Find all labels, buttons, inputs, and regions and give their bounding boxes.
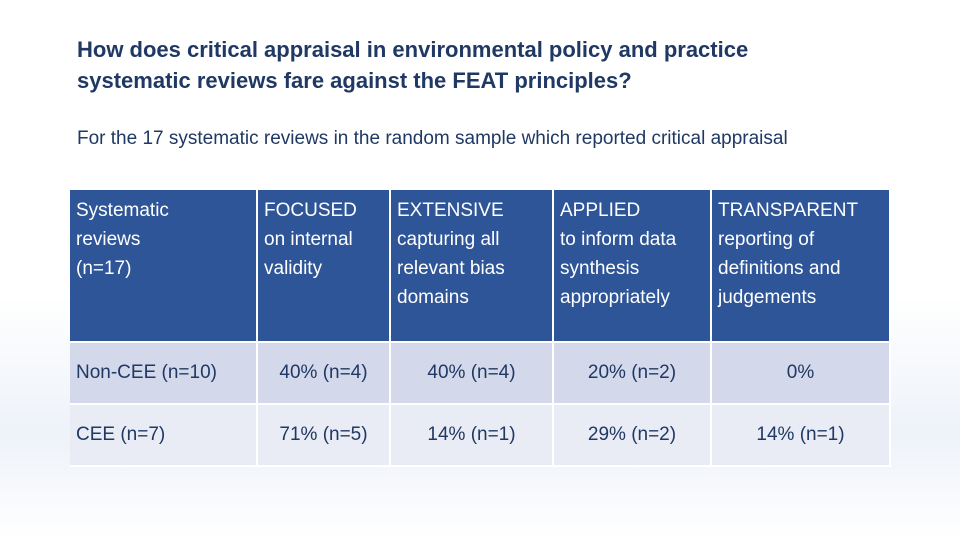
row-label-non-cee: Non-CEE (n=10)	[70, 342, 258, 405]
cell-applied: 29% (n=2)	[553, 404, 712, 467]
table-row: CEE (n=7) 71% (n=5) 14% (n=1) 29% (n=2) …	[70, 404, 891, 467]
cell-extensive: 14% (n=1)	[390, 404, 554, 467]
cell-focused: 40% (n=4)	[257, 342, 391, 405]
row-label-cee: CEE (n=7)	[70, 404, 258, 467]
header-line: TRANSPARENT	[718, 200, 859, 221]
cell-focused: 71% (n=5)	[257, 404, 391, 467]
slide-subtitle: For the 17 systematic reviews in the ran…	[77, 128, 788, 149]
header-line: appropriately	[560, 287, 670, 308]
header-systematic-reviews: Systematic reviews (n=17)	[70, 190, 258, 343]
header-line: (n=17)	[76, 258, 132, 279]
header-line: validity	[264, 258, 323, 279]
cell-transparent: 0%	[711, 342, 891, 405]
cell-transparent: 14% (n=1)	[711, 404, 891, 467]
header-line: to inform data	[560, 229, 677, 250]
header-transparent: TRANSPARENT reporting of definitions and…	[711, 190, 891, 343]
feat-results-table: Systematic reviews (n=17) FOCUSED on int…	[70, 190, 891, 467]
header-applied: APPLIED to inform data synthesis appropr…	[553, 190, 712, 343]
title-line-2: systematic reviews fare against the FEAT…	[77, 68, 632, 93]
header-extensive: EXTENSIVE capturing all relevant bias do…	[390, 190, 554, 343]
header-line: EXTENSIVE	[397, 200, 504, 221]
table-header-row: Systematic reviews (n=17) FOCUSED on int…	[70, 190, 891, 343]
header-line: on internal	[264, 229, 353, 250]
header-line: capturing all	[397, 229, 500, 250]
header-line: reviews	[76, 229, 141, 250]
header-line: synthesis	[560, 258, 640, 279]
title-line-1: How does critical appraisal in environme…	[77, 37, 749, 62]
header-line: Systematic	[76, 200, 169, 221]
header-line: relevant bias	[397, 258, 505, 279]
header-line: domains	[397, 287, 469, 308]
table-row: Non-CEE (n=10) 40% (n=4) 40% (n=4) 20% (…	[70, 342, 891, 405]
header-line: reporting of	[718, 229, 815, 250]
header-line: FOCUSED	[264, 200, 357, 221]
slide-title: How does critical appraisal in environme…	[77, 34, 917, 96]
cell-applied: 20% (n=2)	[553, 342, 712, 405]
cell-extensive: 40% (n=4)	[390, 342, 554, 405]
header-focused: FOCUSED on internal validity	[257, 190, 391, 343]
header-line: judgements	[718, 287, 817, 308]
header-line: APPLIED	[560, 200, 641, 221]
header-line: definitions and	[718, 258, 841, 279]
